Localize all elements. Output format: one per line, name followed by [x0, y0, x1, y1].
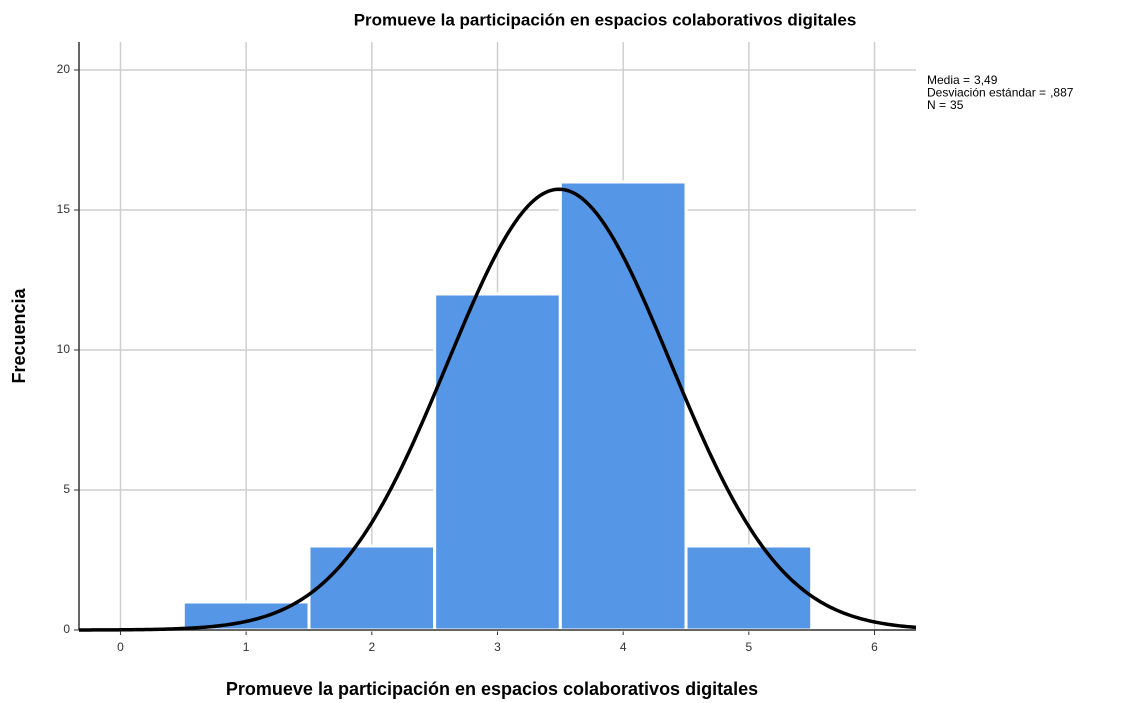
x-tick-label: 6: [871, 640, 878, 654]
bar: [558, 180, 688, 632]
y-tick-label: 0: [63, 622, 70, 636]
stat-line: Media = 3,49: [927, 73, 998, 87]
x-tick-label: 1: [243, 640, 250, 654]
x-tick-label: 5: [746, 640, 753, 654]
stat-value: 35: [950, 98, 964, 112]
bar: [684, 544, 814, 632]
x-tick-label: 0: [117, 640, 124, 654]
y-tick-label: 15: [57, 202, 71, 216]
y-tick-label: 5: [63, 482, 70, 496]
stat-value: ,887: [1050, 86, 1074, 100]
x-axis-label: Promueve la participación en espacios co…: [226, 679, 758, 699]
stat-line: Desviación estándar = ,887: [927, 86, 1074, 100]
x-tick-label: 4: [620, 640, 627, 654]
bar: [433, 292, 562, 632]
stat-label: Media =: [927, 73, 970, 87]
stat-label: Desviación estándar =: [927, 86, 1046, 100]
y-tick-label: 10: [57, 342, 71, 356]
x-tick-label: 2: [368, 640, 375, 654]
y-tick-label: 20: [57, 62, 71, 76]
normal-curve: [78, 187, 917, 632]
x-tick-label: 3: [494, 640, 501, 654]
y-axis-label: Frecuencia: [9, 287, 29, 383]
stat-label: N =: [927, 98, 946, 112]
stat-value: 3,49: [974, 73, 998, 87]
stat-line: N = 35: [927, 98, 964, 112]
bar: [307, 544, 437, 632]
chart-title: Promueve la participación en espacios co…: [354, 10, 857, 29]
